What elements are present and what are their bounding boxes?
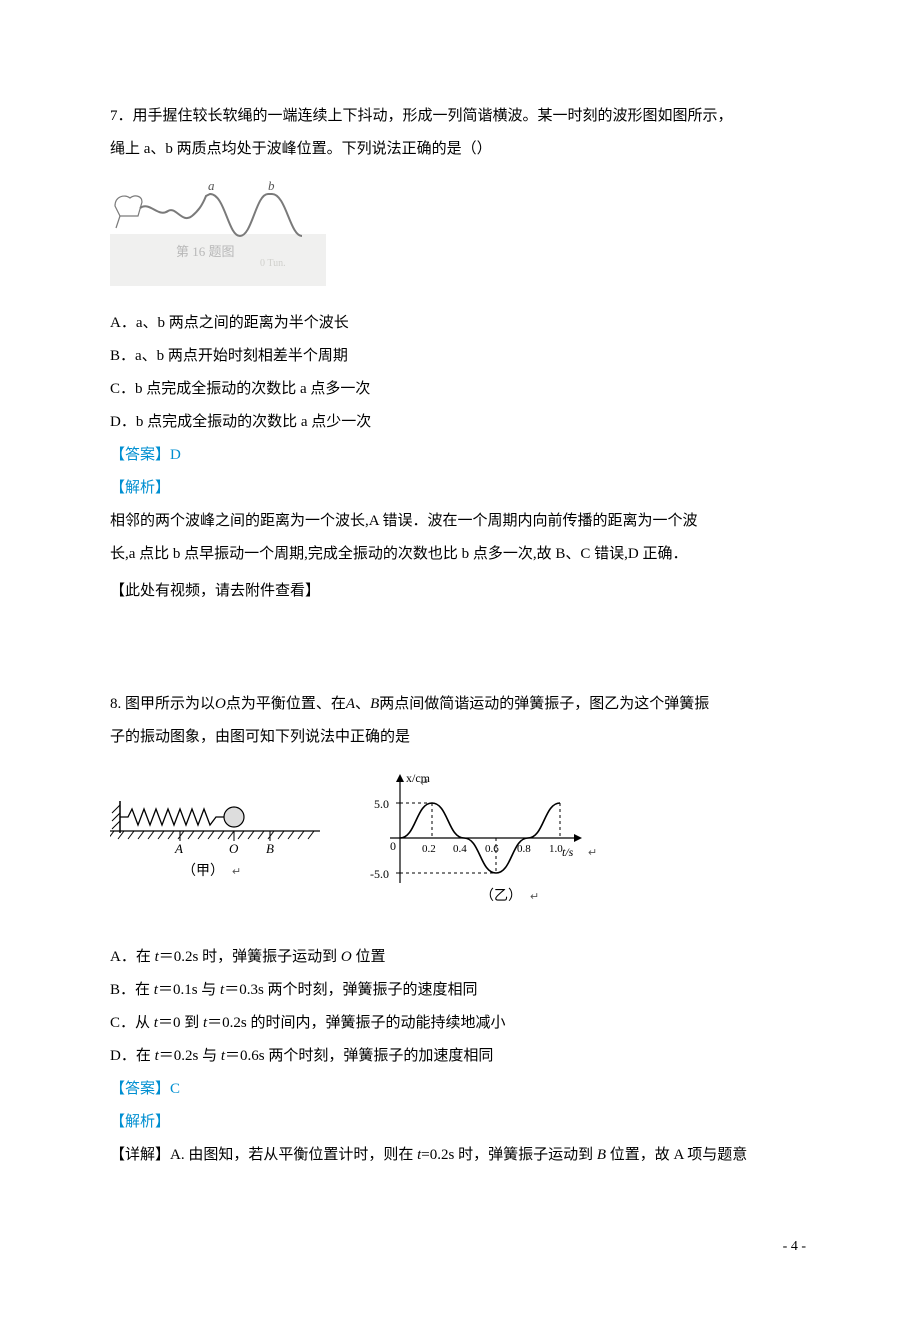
q8-answer-label: 【答案】 [110,1081,170,1097]
svg-text:↵: ↵ [232,866,241,878]
svg-text:（甲）: （甲） [182,863,224,879]
q8-spring-fig: A O B （甲） ↵ [110,793,320,896]
q8det-pre: 【详解】A. 由图知，若从平衡位置计时，则在 [110,1147,417,1163]
svg-text:t/s: t/s [562,845,574,859]
q7-opt-b: B．a、b 两点开始时刻相差半个周期 [110,340,810,373]
wave-diagram-svg: a b 第 16 题图 0 Tun. [110,176,330,286]
q8-stem-a: A [346,696,355,712]
svg-text:0.8: 0.8 [517,843,531,855]
q8d-m2: ＝0.6s 两个时刻，弹簧振子的加速度相同 [225,1048,493,1064]
q7-answer-label: 【答案】 [110,447,170,463]
q7-answer-val: D [170,447,181,463]
q7-opt-c: C．b 点完成全振动的次数比 a 点多一次 [110,373,810,406]
svg-text:b: b [268,178,275,193]
q8c-m2: ＝0.2s 的时间内，弹簧振子的动能持续地减小 [207,1015,505,1031]
svg-text:0.4: 0.4 [453,843,467,855]
q8a-o: O [341,949,352,965]
q8-opt-b: B．在 t＝0.1s 与 t＝0.3s 两个时刻，弹簧振子的速度相同 [110,974,810,1007]
q8-figures: A O B （甲） ↵ 5.0 -5.0 0 x/cm t/s ↵ 0 [110,768,810,921]
q8-stem-line2: 子的振动图象，由图可知下列说法中正确的是 [110,721,810,754]
q8-stem-m3: 两点间做简谐运动的弹簧振子，图乙为这个弹簧振 [379,696,709,712]
svg-text:1.0: 1.0 [549,843,563,855]
svg-text:0: 0 [390,839,396,853]
svg-text:B: B [266,841,274,856]
q8a-post: 位置 [355,949,385,965]
q8-stem-b: B [370,696,379,712]
svg-text:0.6: 0.6 [485,843,499,855]
q8det-post: 位置，故 A 项与题意 [610,1147,748,1163]
q8-stem-m1: 点为平衡位置、在 [226,696,346,712]
q8a-mid: ＝0.2s 时，弹簧振子运动到 [159,949,341,965]
svg-text:0 Tun.: 0 Tun. [260,258,286,269]
q8-stem-pre: 8. 图甲所示为以 [110,696,215,712]
q7-analysis-label: 【解析】 [110,472,810,505]
svg-text:↵: ↵ [530,891,539,903]
q7-answer: 【答案】D [110,439,810,472]
q8-analysis-label: 【解析】 [110,1106,810,1139]
q7-figure: a b 第 16 题图 0 Tun. [110,176,810,299]
q8a-pre: A．在 [110,949,155,965]
q8-answer: 【答案】C [110,1073,810,1106]
q8b-m2: ＝0.3s 两个时刻，弹簧振子的速度相同 [224,982,477,998]
q8d-m1: ＝0.2s 与 [159,1048,221,1064]
svg-text:5.0: 5.0 [374,797,389,811]
q8-opt-d: D．在 t＝0.2s 与 t＝0.6s 两个时刻，弹簧振子的加速度相同 [110,1040,810,1073]
q8c-pre: C．从 [110,1015,154,1031]
q8-opt-c: C．从 t＝0 到 t＝0.2s 的时间内，弹簧振子的动能持续地减小 [110,1007,810,1040]
q7-analysis-line2: 长,a 点比 b 点早振动一个周期,完成全振动的次数也比 b 点多一次,故 B、… [110,538,810,571]
q8-graph-fig: 5.0 -5.0 0 x/cm t/s ↵ 0.2 0.4 0.6 0.8 1.… [360,768,600,921]
q7-video-note: 【此处有视频，请去附件查看】 [110,575,810,608]
q7-opt-a: A．a、b 两点之间的距离为半个波长 [110,307,810,340]
q8det-mid: =0.2s 时，弹簧振子运动到 [421,1147,597,1163]
page-number: - 4 - [110,1232,810,1263]
q8-stem-m2: 、 [355,696,370,712]
svg-text:O: O [229,841,239,856]
q8b-m1: ＝0.1s 与 [158,982,220,998]
q7-stem-line1: 7．用手握住较长软绳的一端连续上下抖动，形成一列简谐横波。某一时刻的波形图如图所… [110,100,810,133]
svg-text:（乙）: （乙） [480,888,522,904]
svg-text:-5.0: -5.0 [370,867,389,881]
q8det-b: B [597,1147,606,1163]
svg-text:0.2: 0.2 [422,843,436,855]
q8d-pre: D．在 [110,1048,155,1064]
q7-analysis-line1: 相邻的两个波峰之间的距离为一个波长,A 错误．波在一个周期内向前传播的距离为一个… [110,505,810,538]
q8-stem-o: O [215,696,226,712]
q8c-m1: ＝0 到 [158,1015,203,1031]
q7-opt-d: D．b 点完成全振动的次数比 a 点少一次 [110,406,810,439]
q8-opt-a: A．在 t＝0.2s 时，弹簧振子运动到 O 位置 [110,941,810,974]
svg-text:a: a [208,178,215,193]
q8-stem-line1: 8. 图甲所示为以O点为平衡位置、在A、B两点间做简谐运动的弹簧振子，图乙为这个… [110,688,810,721]
q8-answer-val: C [170,1081,180,1097]
svg-text:↵: ↵ [420,777,429,789]
q8b-pre: B．在 [110,982,154,998]
q7-fig-caption: 第 16 题图 [176,244,235,259]
svg-text:A: A [174,841,183,856]
q8-detail: 【详解】A. 由图知，若从平衡位置计时，则在 t=0.2s 时，弹簧振子运动到 … [110,1139,810,1172]
q7-stem-line2: 绳上 a、b 两质点均处于波峰位置。下列说法正确的是（） [110,133,810,166]
svg-text:↵: ↵ [588,847,597,859]
